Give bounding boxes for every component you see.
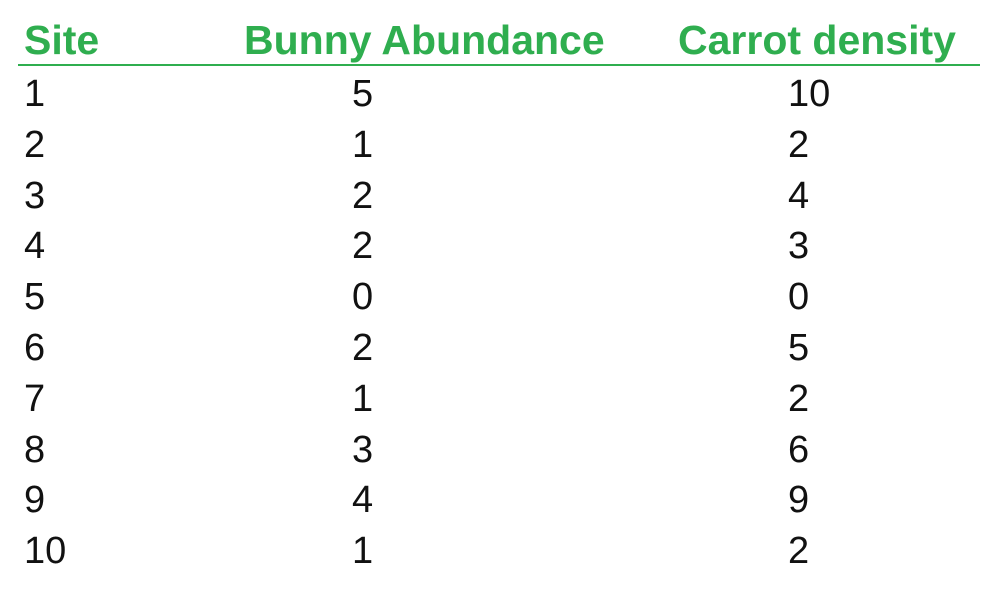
cell-site: 7	[24, 377, 46, 420]
cell-site: 1	[24, 73, 46, 115]
cell-carrot-density: 4	[788, 174, 810, 217]
cell-bunny-abundance: 4	[352, 479, 374, 522]
table-row: 3 2 4	[18, 168, 980, 219]
cell-bunny-abundance: 0	[352, 276, 374, 319]
cell-site: 10	[24, 530, 67, 573]
data-table: Site Bunny Abundance Carrot density 1 5 10…	[18, 14, 980, 574]
cell-bunny-abundance: 5	[352, 73, 374, 115]
cell-carrot-density: 2	[788, 123, 810, 166]
cell-carrot-density: 9	[788, 479, 810, 522]
table-header-row: Site Bunny Abundance Carrot density	[18, 14, 980, 66]
table-row: 10 1 2	[18, 523, 980, 574]
cell-site: 2	[24, 123, 46, 166]
cell-carrot-density: 2	[788, 377, 810, 420]
cell-carrot-density: 3	[788, 225, 810, 268]
table-row: 9 4 9	[18, 472, 980, 523]
cell-site: 6	[24, 326, 46, 369]
cell-carrot-density: 6	[788, 428, 810, 471]
cell-carrot-density: 2	[788, 530, 810, 573]
cell-bunny-abundance: 1	[352, 530, 374, 573]
cell-carrot-density: 0	[788, 276, 810, 319]
header-bunny-abundance: Bunny Abundance	[244, 17, 605, 63]
cell-carrot-density: 5	[788, 326, 810, 369]
cell-carrot-density: 10	[788, 73, 831, 115]
table-row: 1 5 10	[18, 66, 980, 117]
table-row: 6 2 5	[18, 320, 980, 371]
cell-bunny-abundance: 1	[352, 123, 374, 166]
cell-bunny-abundance: 2	[352, 174, 374, 217]
table-row: 4 2 3	[18, 218, 980, 269]
cell-bunny-abundance: 2	[352, 326, 374, 369]
header-site: Site	[24, 17, 100, 63]
header-carrot-density: Carrot density	[678, 17, 956, 63]
table-row: 7 1 2	[18, 371, 980, 422]
table-row: 8 3 6	[18, 422, 980, 473]
table-row: 5 0 0	[18, 269, 980, 320]
cell-site: 8	[24, 428, 46, 471]
cell-site: 4	[24, 225, 46, 268]
table-body: 1 5 10 2 1 2 3 2 4 4 2 3 5 0 0 6 2 5 7 1 2 8 3 6 9 4 9 10 1 2	[18, 66, 980, 574]
table-row: 2 1 2	[18, 117, 980, 168]
cell-site: 9	[24, 479, 46, 522]
cell-bunny-abundance: 1	[352, 377, 374, 420]
cell-bunny-abundance: 3	[352, 428, 374, 471]
cell-site: 5	[24, 276, 46, 319]
cell-bunny-abundance: 2	[352, 225, 374, 268]
cell-site: 3	[24, 174, 46, 217]
